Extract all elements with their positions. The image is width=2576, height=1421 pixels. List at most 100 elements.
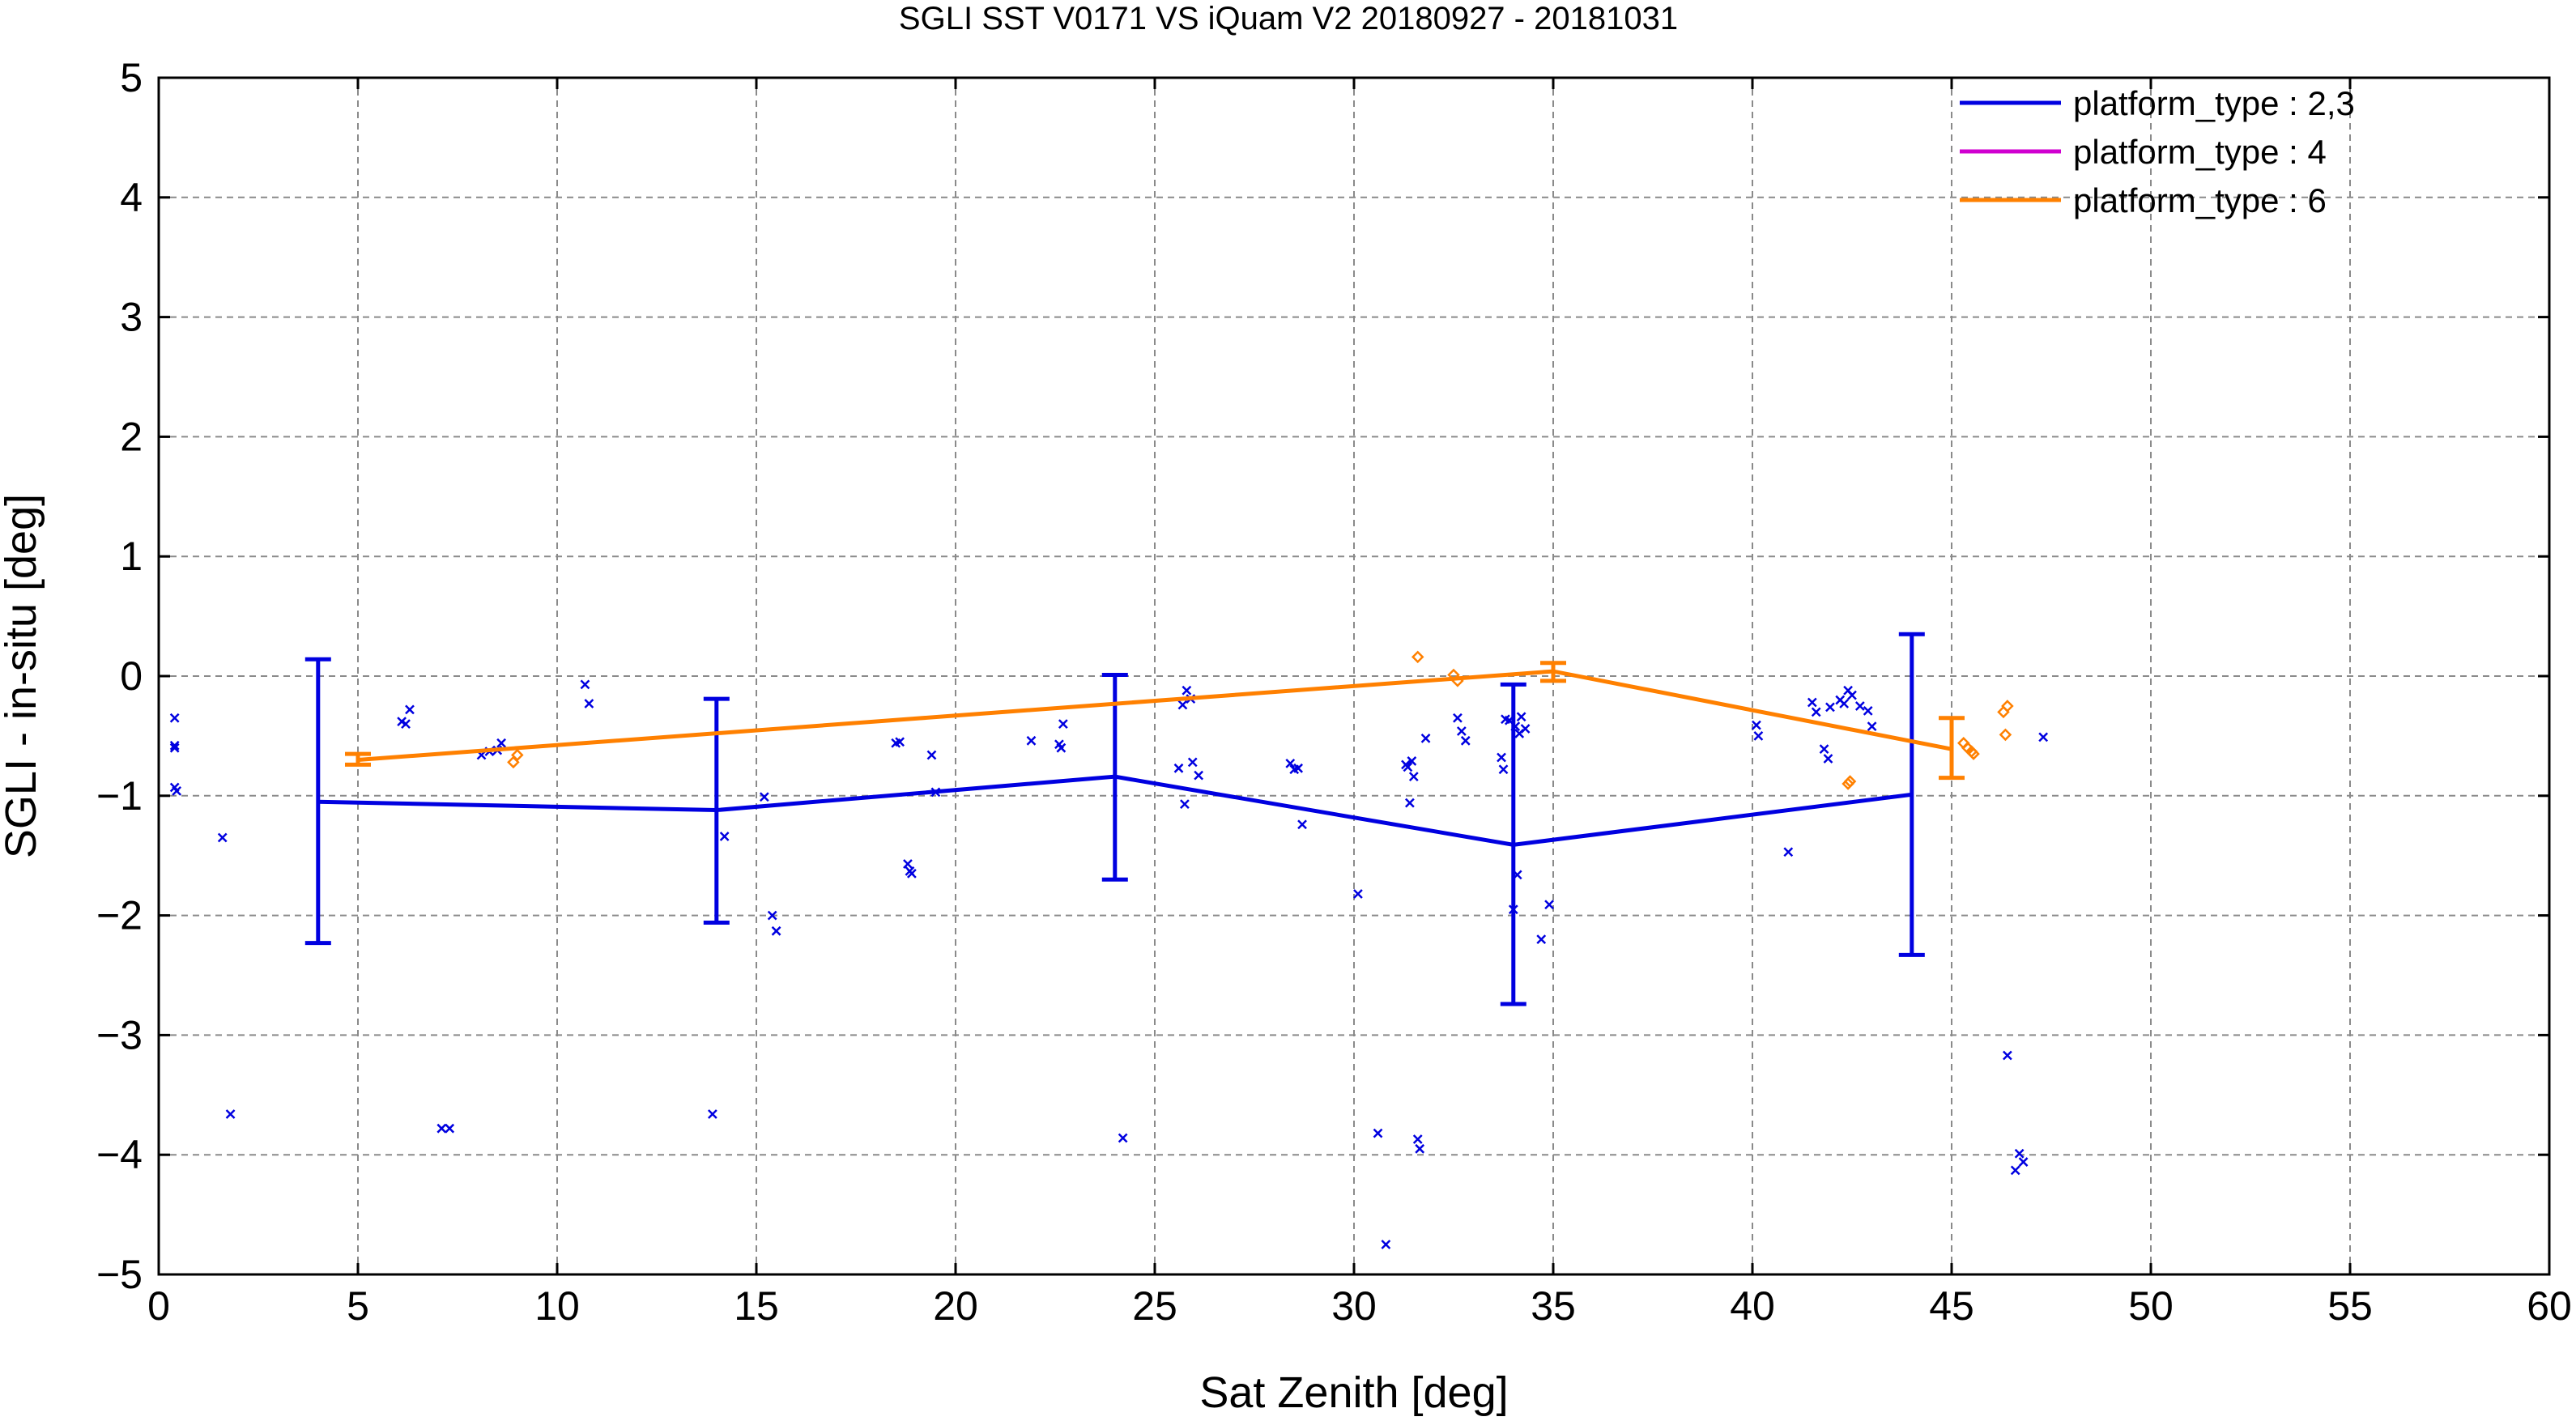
data-point xyxy=(1373,1128,1383,1138)
data-point xyxy=(169,742,180,753)
y-tick-label: 1 xyxy=(120,534,143,579)
x-tick-label: 10 xyxy=(534,1283,580,1329)
data-point xyxy=(1863,705,1873,716)
data-point xyxy=(401,719,411,730)
y-tick-label: −1 xyxy=(96,773,143,819)
y-tick-label: 3 xyxy=(120,295,143,340)
legend-label: platform_type : 4 xyxy=(2073,133,2327,171)
data-point xyxy=(1498,764,1509,775)
data-marks xyxy=(169,632,2049,1249)
data-point xyxy=(1497,752,1506,763)
x-tick-label: 35 xyxy=(1531,1283,1576,1329)
data-point xyxy=(1177,700,1188,710)
data-point xyxy=(2002,1050,2012,1061)
data-point xyxy=(436,1123,447,1134)
data-point xyxy=(1412,1134,1423,1144)
data-point xyxy=(2010,1165,2020,1176)
data-point xyxy=(1026,735,1037,746)
y-tick-label: −5 xyxy=(96,1252,143,1297)
data-point xyxy=(1807,697,1817,708)
data-point xyxy=(1285,759,1296,768)
data-point xyxy=(584,699,594,708)
data-point xyxy=(1408,772,1419,782)
data-point xyxy=(906,868,917,879)
grid xyxy=(159,78,2549,1274)
data-point xyxy=(1182,685,1192,696)
legend: platform_type : 2,3 platform_type : 4 plat… xyxy=(1960,84,2355,219)
data-point xyxy=(217,832,228,843)
data-point xyxy=(1753,731,1764,741)
data-point xyxy=(1536,934,1547,945)
data-point xyxy=(767,910,777,921)
data-point xyxy=(445,1123,455,1134)
legend-label: platform_type : 2,3 xyxy=(2073,84,2355,122)
data-point xyxy=(1847,690,1857,700)
x-axis-label: Sat Zenith [deg] xyxy=(1199,1368,1508,1417)
data-point xyxy=(1353,889,1363,899)
data-point xyxy=(1381,1240,1391,1249)
x-tick-label: 20 xyxy=(933,1283,978,1329)
data-point xyxy=(496,738,507,748)
data-point xyxy=(926,750,937,760)
data-point xyxy=(719,832,730,841)
x-tick-label: 55 xyxy=(2327,1283,2373,1329)
data-point xyxy=(1811,707,1821,717)
data-point xyxy=(1783,847,1794,857)
plot-frame xyxy=(157,76,2551,1276)
data-point xyxy=(1823,754,1833,764)
data-point xyxy=(1404,798,1415,808)
data-point xyxy=(169,713,180,723)
data-point xyxy=(1118,1133,1128,1143)
data-point xyxy=(1194,770,1204,781)
x-tick-label: 0 xyxy=(147,1283,170,1329)
data-point xyxy=(1297,819,1307,830)
y-axis-label: SGLI - in-situ [deg] xyxy=(0,494,45,858)
data-point xyxy=(507,755,520,769)
data-point xyxy=(1180,799,1190,810)
data-point xyxy=(2001,700,2014,713)
data-point xyxy=(511,748,524,762)
data-point xyxy=(1843,775,1857,788)
data-point xyxy=(1411,650,1424,664)
data-point xyxy=(172,786,182,796)
data-point xyxy=(1058,719,1068,730)
data-point xyxy=(1407,756,1417,766)
data-point xyxy=(1819,744,1829,755)
x-tick-label: 50 xyxy=(2128,1283,2174,1329)
y-tick-label: 2 xyxy=(120,414,143,459)
data-point xyxy=(1967,747,1980,760)
data-point xyxy=(1460,735,1471,746)
data-point xyxy=(1520,724,1531,734)
data-point xyxy=(1420,733,1431,743)
data-point xyxy=(1173,763,1184,773)
data-point xyxy=(405,704,415,715)
data-point xyxy=(1999,728,2012,742)
data-point xyxy=(2038,732,2049,742)
legend-label: platform_type : 6 xyxy=(2073,181,2327,219)
y-tick-label: −2 xyxy=(96,893,143,938)
x-tick-label: 60 xyxy=(2527,1283,2572,1329)
data-point xyxy=(1825,702,1835,713)
data-point xyxy=(707,1109,717,1119)
x-tick-label: 45 xyxy=(1929,1283,1974,1329)
x-tick-label: 30 xyxy=(1331,1283,1377,1329)
data-point xyxy=(1544,900,1554,910)
data-point xyxy=(1516,712,1526,722)
data-point xyxy=(1453,713,1463,723)
x-tick-label: 15 xyxy=(734,1283,779,1329)
y-tick-label: 4 xyxy=(120,175,143,220)
chart-title: SGLI SST V0171 VS iQuam V2 20180927 - 20… xyxy=(899,1,1678,36)
data-point xyxy=(1854,701,1865,711)
data-point xyxy=(895,737,905,747)
data-point xyxy=(771,925,781,936)
data-point xyxy=(903,859,913,869)
data-point xyxy=(1752,720,1761,730)
y-tick-label: 5 xyxy=(120,55,143,100)
data-point xyxy=(1187,757,1198,768)
x-tick-label: 40 xyxy=(1730,1283,1775,1329)
data-point xyxy=(1056,742,1067,753)
data-point xyxy=(1456,726,1467,736)
data-point xyxy=(580,679,590,690)
